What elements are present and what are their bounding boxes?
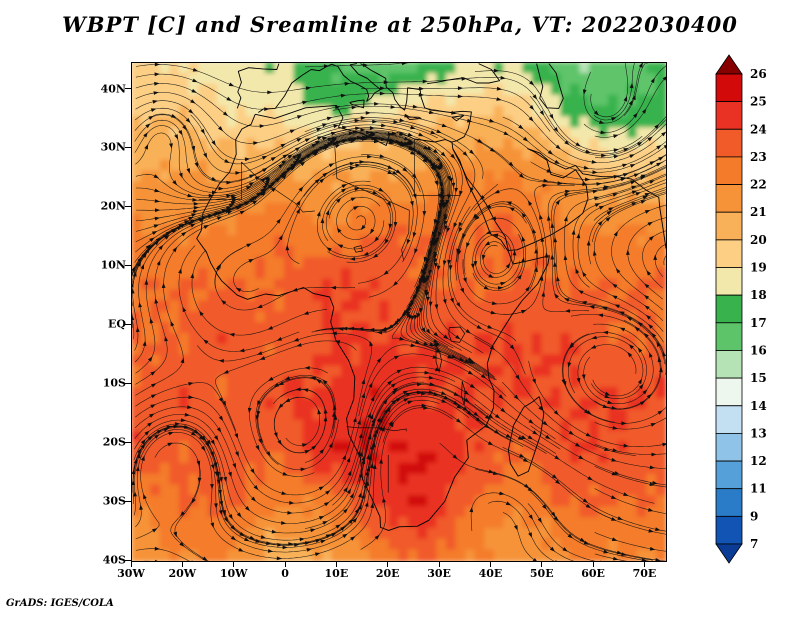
x-tick-label: 40E [478,567,503,580]
x-tick-label: 50E [529,567,554,580]
colorbar-label: 20 [750,233,767,247]
colorbar-label: 18 [750,288,767,302]
y-tick-mark [125,500,131,502]
colorbar-label: 21 [750,205,767,219]
colorbar-label: 16 [750,344,767,358]
colorbar-label: 14 [750,399,767,413]
y-tick-label: 10S [102,376,126,390]
y-tick-label: 40N [100,82,126,96]
x-tick-mark [592,561,594,567]
y-tick-label: 20S [102,435,126,449]
colorbar-label: 19 [750,261,767,275]
colorbar-label: 22 [750,178,767,192]
y-tick-label: EQ [108,317,126,331]
colorbar-label: 12 [750,454,767,468]
x-tick-label: 0 [281,567,289,580]
x-tick-mark [387,561,389,567]
colorbar-label: 13 [750,426,767,440]
colorbar-label: 24 [750,122,767,136]
y-tick-mark [125,88,131,90]
colorbar-canvas: 26 25 24 23 22 21 20 19 18 17 16 15 14 13 12 11 9 7 [715,54,767,564]
y-tick-mark [125,323,131,325]
x-tick-label: 20W [168,567,197,580]
x-tick-mark [284,561,286,567]
colorbar-label: 11 [750,482,767,496]
plot-title: WBPT [C] and Sreamline at 250hPa, VT: 20… [62,12,738,37]
y-tick-mark [125,559,131,561]
y-tick-label: 10N [100,258,126,272]
x-tick-mark [130,561,132,567]
colorbar-label: 15 [750,371,767,385]
x-tick-label: 70E [632,567,657,580]
x-tick-label: 30W [117,567,145,580]
map-plot [131,62,667,562]
x-tick-mark [541,561,543,567]
y-tick-label: 20N [100,199,126,213]
x-tick-label: 20E [375,567,400,580]
y-tick-label: 30N [100,140,126,154]
colorbar-label: 9 [750,509,758,523]
y-tick-label: 30S [102,494,126,508]
y-tick-label: 40S [102,553,126,567]
colorbar-bottom-cap [715,543,743,564]
y-tick-mark [125,264,131,266]
credit-text: GrADS: IGES/COLA [6,598,114,609]
x-tick-label: 10E [324,567,349,580]
x-tick-mark [181,561,183,567]
streamline-arrows [132,63,666,561]
x-tick-mark [233,561,235,567]
y-tick-mark [125,382,131,384]
y-tick-mark [125,205,131,207]
x-tick-label: 10W [219,567,248,580]
map-canvas [132,63,666,561]
x-tick-mark [335,561,337,567]
colorbar-label: 23 [750,150,767,164]
y-tick-mark [125,146,131,148]
x-tick-mark [489,561,491,567]
colorbar-label: 25 [750,95,767,109]
colorbar-label: 17 [750,316,767,330]
x-tick-mark [438,561,440,567]
x-tick-label: 60E [581,567,605,580]
colorbar-label: 26 [750,67,767,81]
x-tick-mark [643,561,645,567]
colorbar: 26 25 24 23 22 21 20 19 18 17 16 15 14 13 12 11 9 7 [710,52,786,572]
x-tick-label: 30E [427,567,451,580]
colorbar-top-cap [715,54,743,75]
colorbar-label: 7 [750,537,758,551]
y-tick-mark [125,441,131,443]
